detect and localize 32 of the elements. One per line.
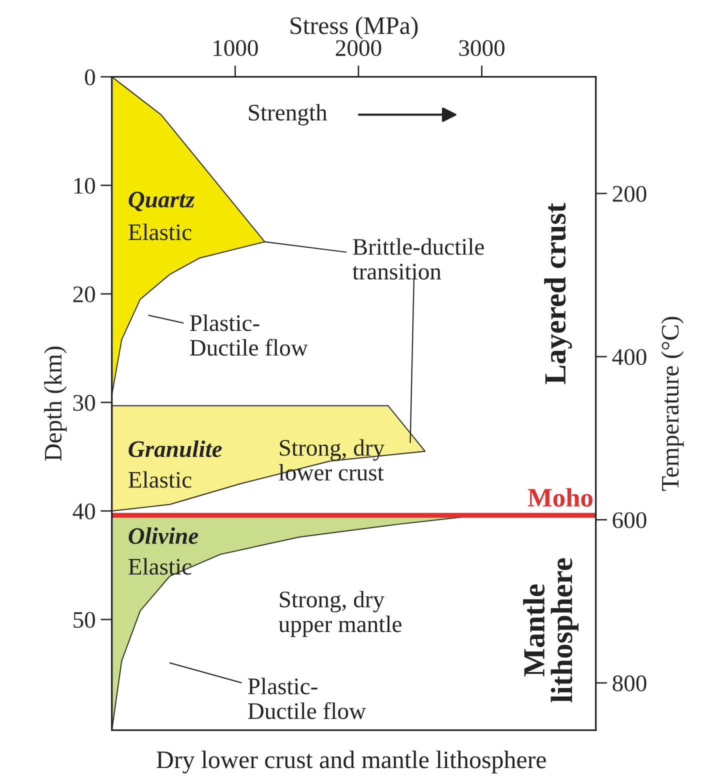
annotation: Quartz [128, 192, 195, 212]
y2-tick-label: 600 [612, 512, 646, 528]
annotation: Granulite [128, 440, 222, 458]
y-tick-label: 10 [74, 178, 95, 194]
annotation: Strong, dry upper mantle [278, 590, 402, 637]
annotation: Elastic [128, 471, 192, 488]
annotation: Strength [248, 104, 328, 126]
y-axis-title: Depth (km) [44, 346, 67, 461]
y2-tick-label: 200 [612, 186, 646, 202]
x-axis-title: Stress (MPa) [290, 16, 418, 40]
y-tick-label: 30 [73, 394, 95, 411]
y2-tick-label: 800 [612, 675, 646, 692]
annotation: Plastic- Ductile flow [248, 678, 366, 720]
y2-tick-label: 400 [612, 349, 646, 366]
y-tick-label: 40 [72, 503, 95, 520]
annotation: Brittle-ductile transition [352, 238, 484, 280]
x-tick-label: 2000 [336, 40, 382, 56]
annotation: Elastic [128, 224, 192, 240]
x-tick-label: 3000 [459, 40, 504, 56]
annotation: Olivine [128, 527, 198, 544]
y-tick-label: 20 [73, 286, 95, 302]
annotation: Mantle lithosphere [523, 558, 579, 702]
y-tick-label: 50 [74, 612, 95, 628]
annotation: Plastic- Ductile flow [190, 314, 308, 356]
y2-axis-title: Temperature (°C) [661, 316, 684, 491]
annotation: Elastic [128, 558, 192, 575]
annotation: Strong, dry lower crust [278, 439, 384, 481]
y-tick-label: 0 [84, 69, 95, 86]
annotation: Layered crust [544, 202, 572, 384]
ref-line-label: Moho [528, 488, 592, 507]
x-tick-label: 1000 [214, 40, 258, 56]
text: Dry lower crust and mantle lithosphere [156, 750, 546, 774]
